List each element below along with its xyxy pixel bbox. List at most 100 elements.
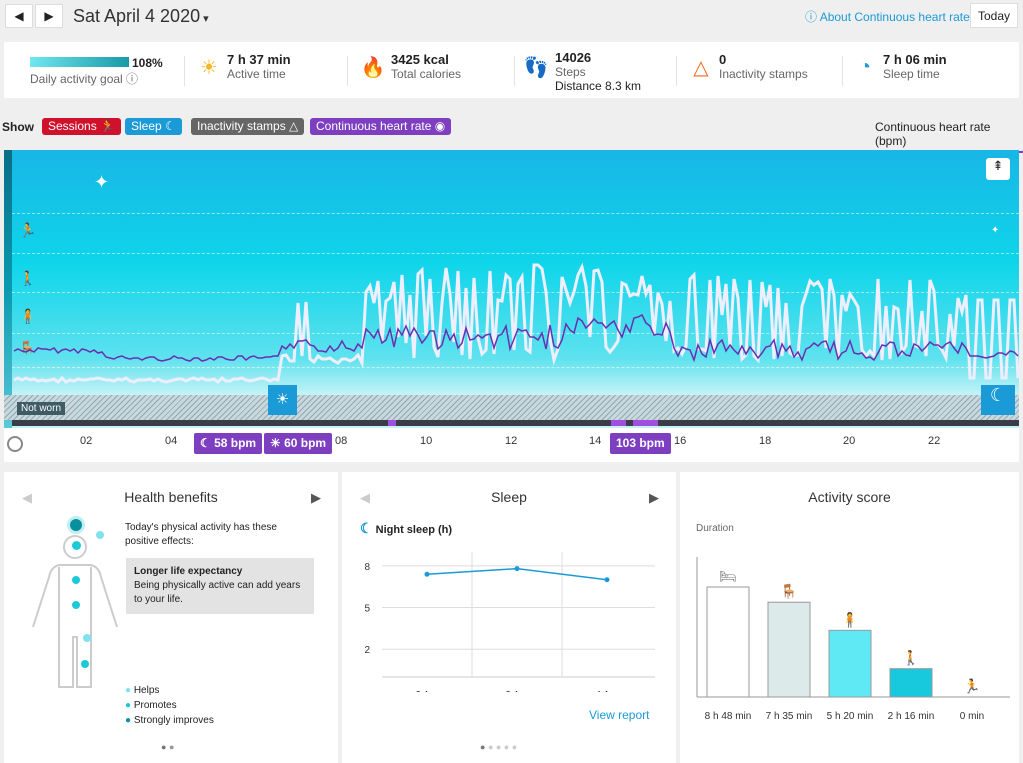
tick-label: 18 <box>759 435 772 447</box>
activity-bar <box>889 668 933 698</box>
inactivity-icon: △ <box>693 56 709 79</box>
y-tick-label: 8 <box>364 562 370 573</box>
tick-label: 10 <box>420 435 433 447</box>
calories-label: Total calories <box>391 67 462 81</box>
goal-progress-bar <box>30 57 129 67</box>
tick-label: 22 <box>928 435 941 447</box>
sleep-point <box>514 566 520 572</box>
filter-inactivity[interactable]: Inactivity stamps △ <box>191 118 305 135</box>
tick-label: 04 <box>165 435 178 447</box>
today-button[interactable]: Today <box>970 3 1018 28</box>
steps-label: Steps <box>555 65 586 79</box>
active-label: Active time <box>227 67 286 81</box>
filter-heart-rate[interactable]: Continuous heart rate ◉ <box>310 118 452 135</box>
bar-label: 2 h 16 min <box>888 711 935 722</box>
goal-label: Daily activity goal ⓘ <box>30 72 139 86</box>
wake-bpm-marker[interactable]: ☀ 60 bpm <box>264 433 333 454</box>
tick-label: 08 <box>335 435 348 447</box>
moon-icon: ☾ <box>165 119 176 133</box>
sleep-bpm-marker[interactable]: ☾ 58 bpm <box>194 433 263 454</box>
activity-level-icon: 🧍 <box>841 611 858 628</box>
page-dots[interactable]: ● ● <box>161 742 175 752</box>
bar-label: 0 min <box>960 711 984 722</box>
tick-label: 16 <box>674 435 687 447</box>
sleep-line-chart: 2 5 8 2 Apr 3 Apr 4 Apr <box>364 552 655 692</box>
activity-bar <box>828 629 872 698</box>
view-report-link[interactable]: View report <box>589 708 650 722</box>
tick-label: 14 <box>589 435 602 447</box>
health-legend: ● Helps ● Promotes ● Strongly improves <box>125 685 214 726</box>
previous-day-button[interactable]: ◀ <box>5 4 33 28</box>
metric-selector[interactable]: Continuous heart rate (bpm) <box>875 120 1023 153</box>
benefit-text: Being physically active can add years to… <box>134 580 301 605</box>
not-worn-label: Not worn <box>17 402 66 415</box>
not-worn-band <box>4 395 1019 420</box>
tick-label: 12 <box>505 435 518 447</box>
filter-sleep[interactable]: Sleep ☾ <box>125 118 182 135</box>
bar-label: 5 h 20 min <box>827 711 874 722</box>
about-hr-link[interactable]: ⓘ About Continuous heart rate <box>805 8 970 25</box>
active-time-icon: ☀ <box>200 56 218 79</box>
clock-icon <box>7 436 23 452</box>
date-selector[interactable]: Sat April 4 2020 ▾ <box>73 6 209 26</box>
prev-arrow-icon[interactable]: ◀ <box>22 490 32 505</box>
about-hr-label: About Continuous heart rate <box>819 10 970 24</box>
heart-rate-line <box>13 313 1019 363</box>
activity-timeline-chart: 🏃 🚶 🧍 🪑 ✦ ✦ ⇞ Not worn ☀ ☾ <box>4 150 1019 428</box>
steps-value: 14026 <box>555 50 592 65</box>
sleep-point <box>424 571 430 577</box>
triangle-icon: △ <box>289 119 299 133</box>
sleep-point <box>604 577 610 583</box>
x-tick-label: 3 Apr <box>505 690 529 692</box>
collapse-button[interactable]: ⇞ <box>986 158 1010 180</box>
peak-bpm-marker[interactable]: 103 bpm <box>610 433 671 454</box>
tick-label: 02 <box>80 435 93 447</box>
tick-label: 20 <box>843 435 856 447</box>
x-tick-label: 4 Apr <box>595 690 619 692</box>
inactivity-label: Inactivity stamps <box>719 67 808 81</box>
sleep-panel: ◀ Sleep ▶ ☾ Night sleep (h) 2 5 8 2 Apr 3 Ap… <box>342 472 676 763</box>
benefit-title: Longer life expectancy <box>134 566 243 577</box>
activity-score-panel: Activity score Duration 🛏 8 h 48 min 🪑 7 h … <box>680 472 1019 763</box>
next-arrow-icon[interactable]: ▶ <box>649 490 659 505</box>
activity-line <box>13 262 1019 384</box>
bar-label: 8 h 48 min <box>705 711 752 722</box>
panel-title: Health benefits <box>124 489 218 505</box>
time-axis <box>4 428 1019 462</box>
panel-title: Sleep <box>491 489 527 505</box>
calories-icon: 🔥 <box>360 56 386 79</box>
next-day-button[interactable]: ▶ <box>35 4 63 28</box>
heart-rate-graph <box>13 262 1019 384</box>
page-dots[interactable]: ● ● ● ● ● <box>480 742 518 752</box>
filter-sessions[interactable]: Sessions 🏃 <box>42 118 121 135</box>
standing-level-icon: 🧍 <box>19 308 37 324</box>
info-icon: ⓘ <box>126 72 139 86</box>
health-intro: Today's physical activity has these posi… <box>125 522 277 547</box>
hr-icon: ◉ <box>434 119 446 133</box>
activity-bar-chart: 🛏 8 h 48 min 🪑 7 h 35 min 🧍 5 h 20 min 🚶 2 h 16… <box>696 557 1010 722</box>
active-value: 7 h 37 min <box>227 52 291 67</box>
running-icon: 🏃 <box>100 119 115 133</box>
y-tick-label: 5 <box>364 604 370 615</box>
distance-value: Distance 8.3 km <box>555 79 642 93</box>
next-arrow-icon[interactable]: ▶ <box>311 490 321 505</box>
x-tick-label: 2 Apr <box>415 690 439 692</box>
star-icon: ✦ <box>991 225 1000 236</box>
running-level-icon: 🏃 <box>19 222 37 238</box>
sleep-subtitle: ☾ Night sleep (h) <box>360 520 453 536</box>
panel-title: Activity score <box>808 489 891 505</box>
activity-bar <box>706 586 750 698</box>
summary-bar: 108% Daily activity goal ⓘ ☀ 7 h 37 min A… <box>4 42 1019 98</box>
moon-icon: ☾ <box>360 520 373 536</box>
prev-arrow-icon[interactable]: ◀ <box>360 490 370 505</box>
inactivity-value: 0 <box>719 52 727 67</box>
sleep-moon-icon[interactable]: ☾ <box>981 385 1015 415</box>
wake-up-icon[interactable]: ☀ <box>268 385 297 415</box>
benefit-card: Longer life expectancy Being physically … <box>126 558 314 614</box>
sleep-time-icon: ◔ <box>858 55 872 78</box>
activity-level-icon: 🏃 <box>963 678 980 694</box>
activity-level-icon: 🛏 <box>719 568 737 584</box>
goal-value: 108% <box>132 56 163 70</box>
session-strip <box>12 420 1019 426</box>
activity-level-icon: 🪑 <box>780 583 797 600</box>
